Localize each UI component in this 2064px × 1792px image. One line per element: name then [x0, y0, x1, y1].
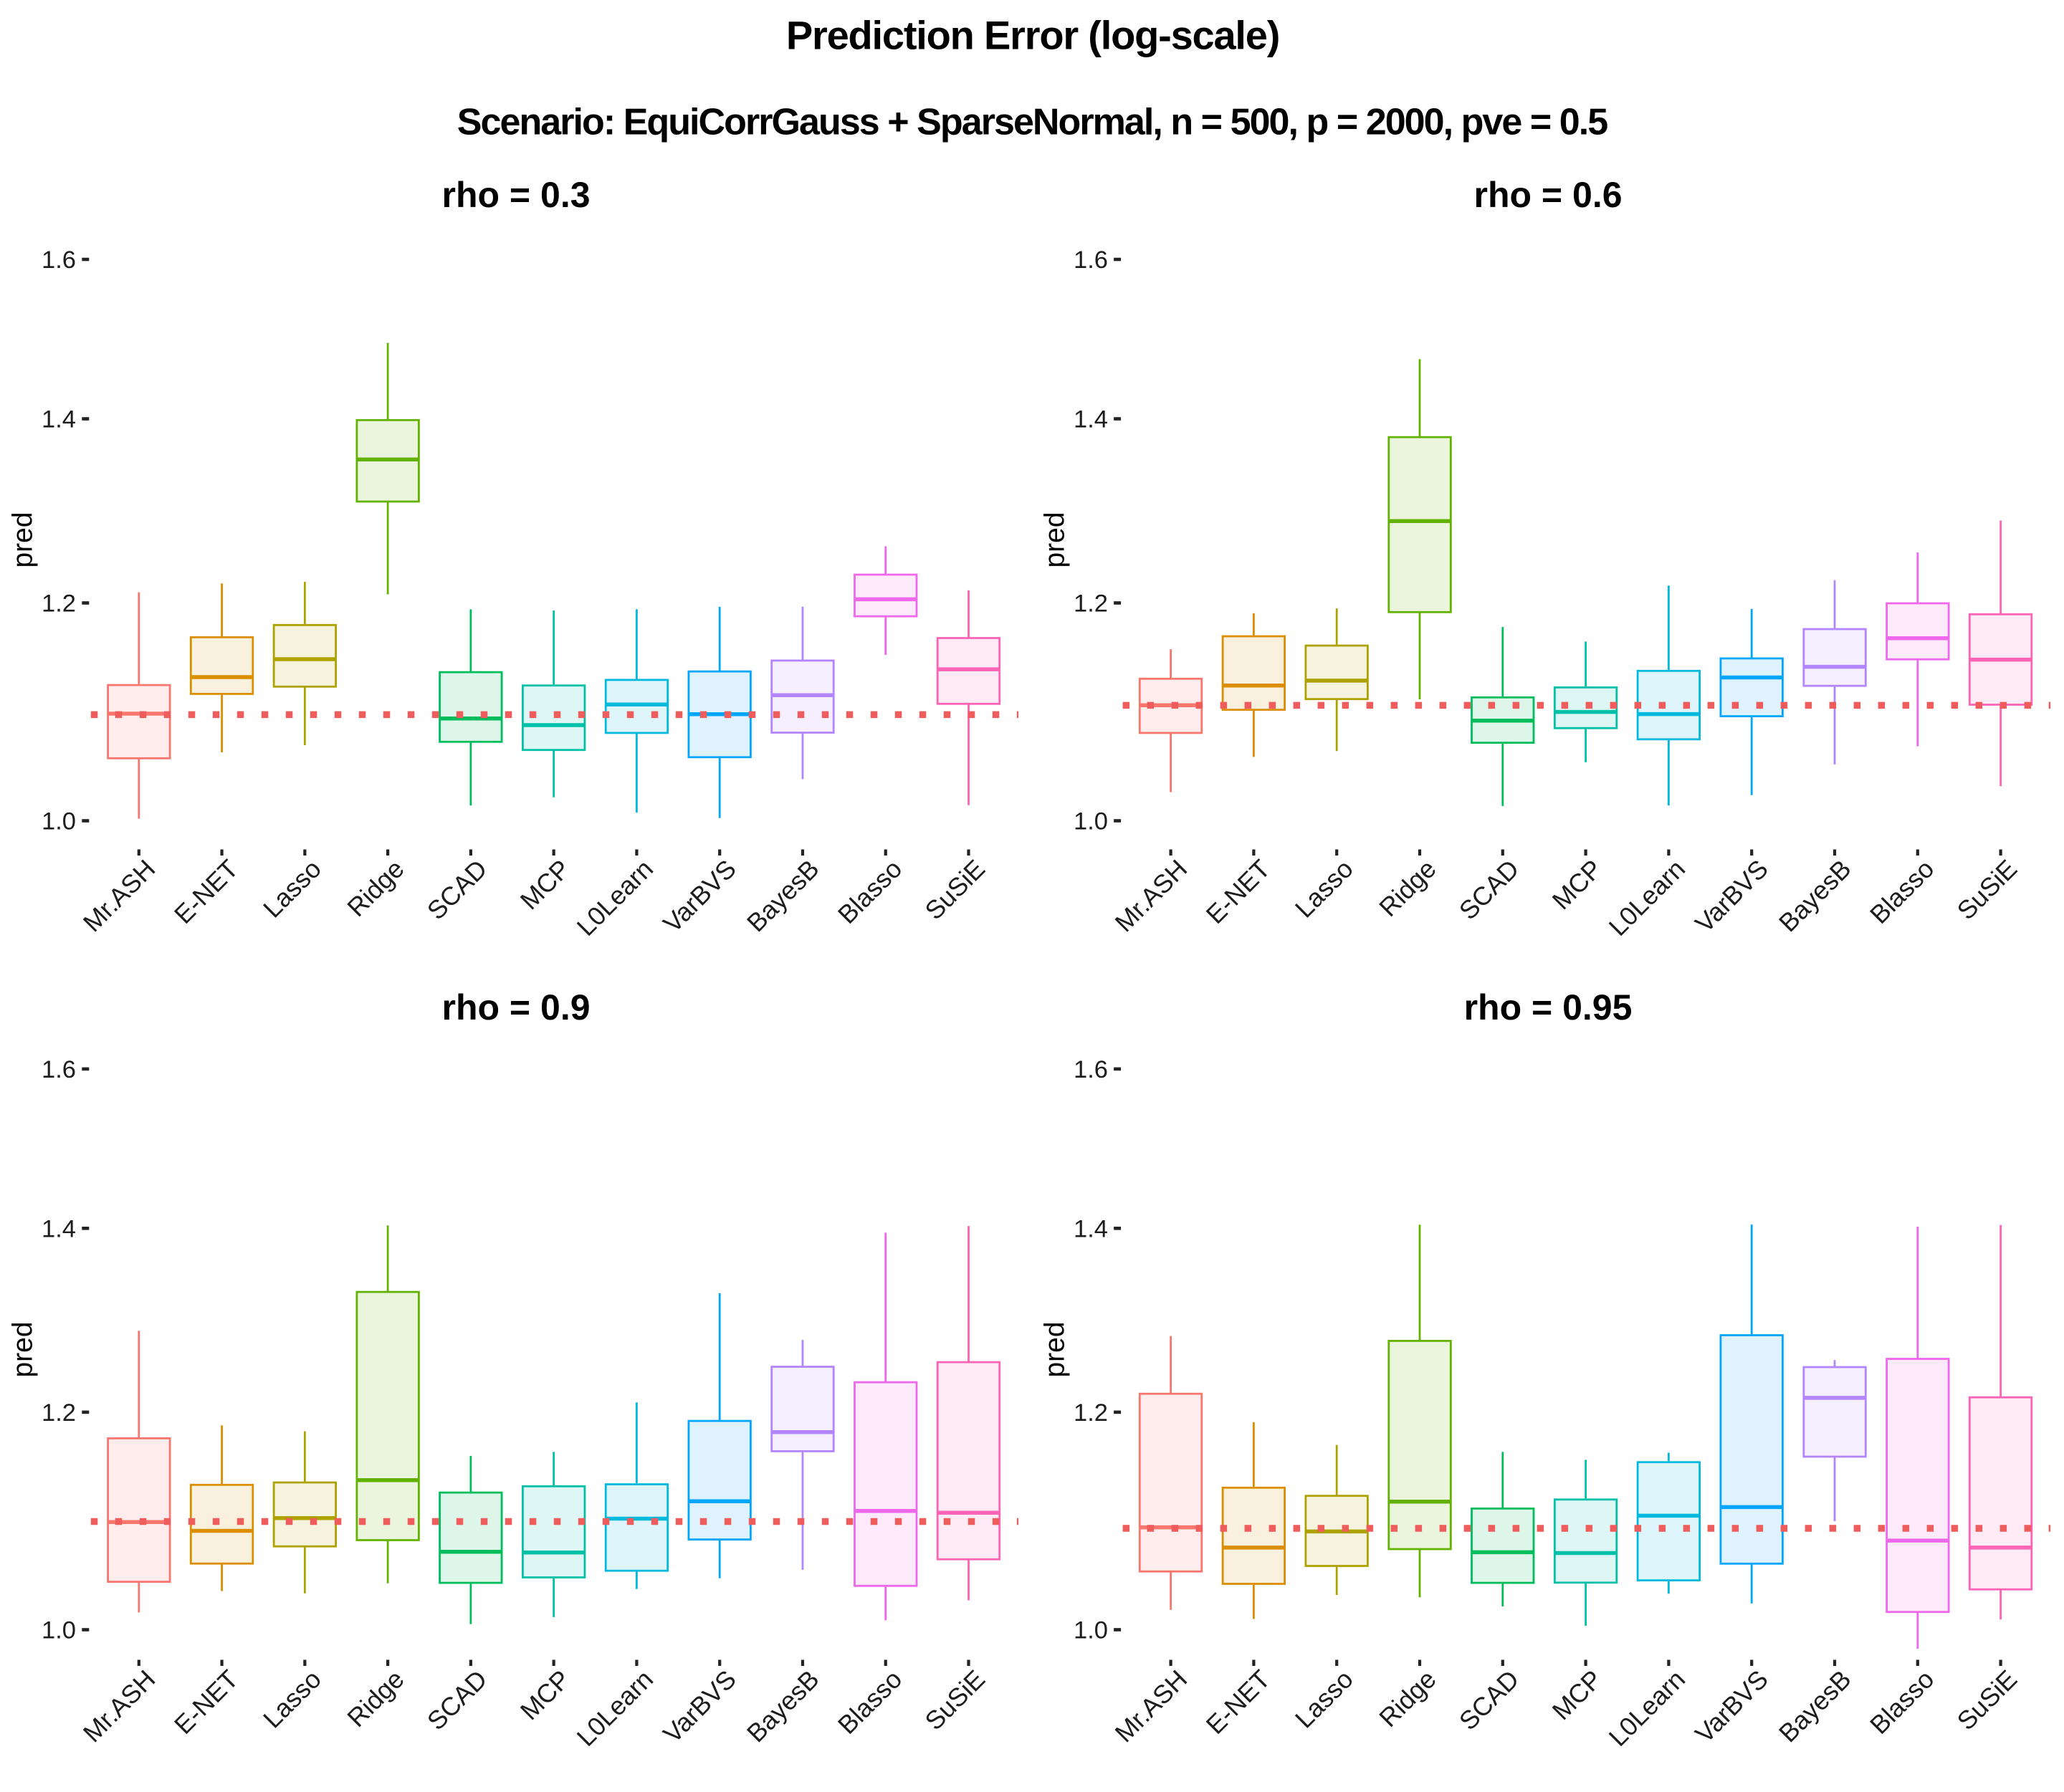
svg-text:1.4: 1.4 [42, 1216, 76, 1243]
svg-text:1.4: 1.4 [1074, 1216, 1108, 1243]
svg-text:1.0: 1.0 [42, 1617, 76, 1644]
svg-text:pred: pred [8, 1321, 39, 1377]
svg-text:1.6: 1.6 [42, 1056, 76, 1083]
svg-text:rho = 0.6: rho = 0.6 [1473, 175, 1622, 215]
svg-text:1.0: 1.0 [1074, 808, 1108, 835]
svg-text:rho = 0.95: rho = 0.95 [1464, 987, 1633, 1027]
svg-text:1.0: 1.0 [1074, 1617, 1108, 1644]
svg-text:pred: pred [8, 512, 39, 567]
svg-text:Prediction Error (log-scale): Prediction Error (log-scale) [786, 13, 1279, 58]
svg-text:pred: pred [1040, 512, 1071, 567]
svg-text:1.4: 1.4 [1074, 406, 1108, 433]
svg-text:1.2: 1.2 [1074, 1399, 1108, 1427]
svg-text:1.2: 1.2 [42, 590, 76, 618]
svg-text:1.6: 1.6 [42, 246, 76, 274]
svg-text:1.4: 1.4 [42, 406, 76, 433]
svg-text:rho = 0.3: rho = 0.3 [441, 175, 590, 215]
svg-text:Scenario: EquiCorrGauss + Spar: Scenario: EquiCorrGauss + SparseNormal, … [457, 102, 1607, 143]
svg-text:pred: pred [1040, 1321, 1071, 1377]
svg-text:1.2: 1.2 [42, 1399, 76, 1427]
svg-text:1.6: 1.6 [1074, 1056, 1108, 1083]
svg-text:rho = 0.9: rho = 0.9 [441, 987, 590, 1027]
svg-text:1.0: 1.0 [42, 808, 76, 835]
svg-text:1.6: 1.6 [1074, 246, 1108, 274]
svg-text:1.2: 1.2 [1074, 590, 1108, 618]
